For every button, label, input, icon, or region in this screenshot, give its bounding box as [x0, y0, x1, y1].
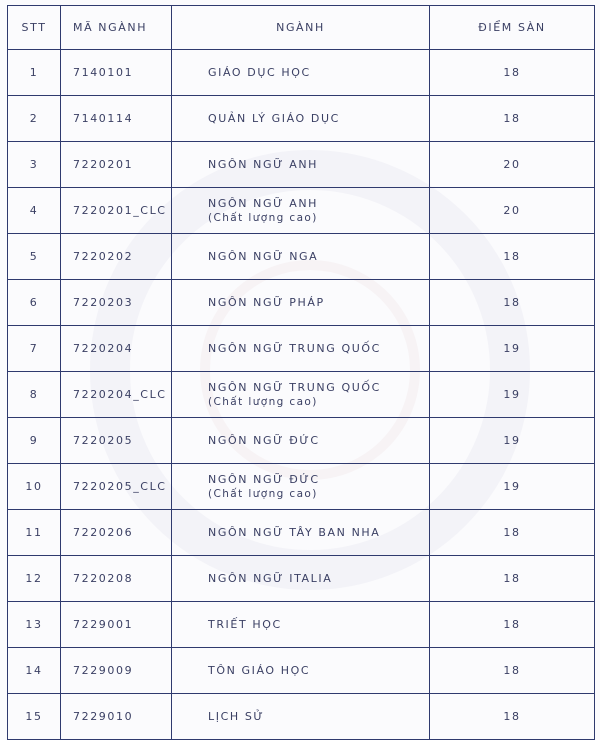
cell-code: 7220205: [60, 417, 172, 464]
table-header-row: STT MÃ NGÀNH NGÀNH ĐIỂM SÀN: [7, 5, 595, 50]
cell-stt: 8: [7, 371, 61, 418]
cell-stt: 7: [7, 325, 61, 372]
cell-score: 18: [429, 279, 595, 326]
cell-stt: 15: [7, 693, 61, 740]
table-row: 14 7229009 TÔN GIÁO HỌC 18: [7, 647, 595, 694]
cell-score: 18: [429, 233, 595, 280]
table-row: 1 7140101 GIÁO DỤC HỌC 18: [7, 49, 595, 96]
cell-major: NGÔN NGỮ TRUNG QUỐC: [171, 325, 430, 372]
cell-stt: 12: [7, 555, 61, 602]
table-row: 4 7220201_CLC NGÔN NGỮ ANH (Chất lượng cao)…: [7, 187, 595, 234]
cell-score: 18: [429, 95, 595, 142]
cell-score: 18: [429, 555, 595, 602]
major-note: (Chất lượng cao): [208, 396, 318, 408]
table-row: 2 7140114 QUẢN LÝ GIÁO DỤC 18: [7, 95, 595, 142]
cell-score: 19: [429, 325, 595, 372]
cell-stt: 6: [7, 279, 61, 326]
cell-major: TÔN GIÁO HỌC: [171, 647, 430, 694]
cell-major: NGÔN NGỮ ĐỨC (Chất lượng cao): [171, 463, 430, 510]
table-row: 7 7220204 NGÔN NGỮ TRUNG QUỐC 19: [7, 325, 595, 372]
cell-stt: 5: [7, 233, 61, 280]
cell-stt: 4: [7, 187, 61, 234]
table-row: 11 7220206 NGÔN NGỮ TÂY BAN NHA 18: [7, 509, 595, 556]
cell-score: 18: [429, 509, 595, 556]
header-major: NGÀNH: [171, 5, 430, 50]
table-row: 8 7220204_CLC NGÔN NGỮ TRUNG QUỐC (Chất lượ…: [7, 371, 595, 418]
cell-major: NGÔN NGỮ ANH (Chất lượng cao): [171, 187, 430, 234]
cell-score: 19: [429, 463, 595, 510]
cell-code: 7229009: [60, 647, 172, 694]
cell-code: 7140114: [60, 95, 172, 142]
cell-stt: 14: [7, 647, 61, 694]
major-name: NGÔN NGỮ ĐỨC: [208, 473, 320, 486]
table-row: 15 7229010 LỊCH SỬ 18: [7, 693, 595, 740]
cell-major: QUẢN LÝ GIÁO DỤC: [171, 95, 430, 142]
cell-major: LỊCH SỬ: [171, 693, 430, 740]
cell-code: 7220206: [60, 509, 172, 556]
major-name: NGÔN NGỮ ITALIA: [208, 572, 333, 585]
cell-stt: 13: [7, 601, 61, 648]
cell-major: NGÔN NGỮ TÂY BAN NHA: [171, 509, 430, 556]
cell-score: 18: [429, 693, 595, 740]
cell-major: GIÁO DỤC HỌC: [171, 49, 430, 96]
cell-score: 20: [429, 187, 595, 234]
cell-major: NGÔN NGỮ ĐỨC: [171, 417, 430, 464]
table-row: 13 7229001 TRIẾT HỌC 18: [7, 601, 595, 648]
major-name: NGÔN NGỮ ANH: [208, 197, 319, 210]
table-row: 3 7220201 NGÔN NGỮ ANH 20: [7, 141, 595, 188]
cell-stt: 2: [7, 95, 61, 142]
major-name: NGÔN NGỮ PHÁP: [208, 296, 325, 309]
cell-score: 20: [429, 141, 595, 188]
major-name: LỊCH SỬ: [208, 710, 265, 723]
cell-stt: 3: [7, 141, 61, 188]
cell-major: NGÔN NGỮ TRUNG QUỐC (Chất lượng cao): [171, 371, 430, 418]
cell-code: 7220208: [60, 555, 172, 602]
major-name: GIÁO DỤC HỌC: [208, 66, 311, 79]
cell-code: 7220205_CLC: [60, 463, 172, 510]
cell-code: 7220201_CLC: [60, 187, 172, 234]
major-note: (Chất lượng cao): [208, 212, 318, 224]
header-score: ĐIỂM SÀN: [429, 5, 595, 50]
cell-code: 7220203: [60, 279, 172, 326]
table-row: 10 7220205_CLC NGÔN NGỮ ĐỨC (Chất lượng cao…: [7, 463, 595, 510]
cell-stt: 11: [7, 509, 61, 556]
cell-code: 7229010: [60, 693, 172, 740]
table-row: 9 7220205 NGÔN NGỮ ĐỨC 19: [7, 417, 595, 464]
cell-stt: 10: [7, 463, 61, 510]
cell-code: 7140101: [60, 49, 172, 96]
cell-code: 7220201: [60, 141, 172, 188]
major-name: NGÔN NGỮ TRUNG QUỐC: [208, 381, 381, 394]
cell-score: 18: [429, 601, 595, 648]
header-stt: STT: [7, 5, 61, 50]
cell-major: NGÔN NGỮ ITALIA: [171, 555, 430, 602]
major-name: NGÔN NGỮ ĐỨC: [208, 434, 320, 447]
cell-code: 7220204: [60, 325, 172, 372]
major-name: NGÔN NGỮ TRUNG QUỐC: [208, 342, 381, 355]
cell-code: 7220204_CLC: [60, 371, 172, 418]
cell-major: NGÔN NGỮ ANH: [171, 141, 430, 188]
cell-score: 19: [429, 371, 595, 418]
cell-score: 19: [429, 417, 595, 464]
table-row: 5 7220202 NGÔN NGỮ NGA 18: [7, 233, 595, 280]
cell-code: 7220202: [60, 233, 172, 280]
major-note: (Chất lượng cao): [208, 488, 318, 500]
admission-score-table: STT MÃ NGÀNH NGÀNH ĐIỂM SÀN 1 7140101 GIÁO…: [7, 5, 595, 740]
table-row: 12 7220208 NGÔN NGỮ ITALIA 18: [7, 555, 595, 602]
major-name: QUẢN LÝ GIÁO DỤC: [208, 112, 340, 125]
header-code: MÃ NGÀNH: [60, 5, 172, 50]
major-name: NGÔN NGỮ ANH: [208, 158, 319, 171]
cell-major: NGÔN NGỮ NGA: [171, 233, 430, 280]
cell-code: 7229001: [60, 601, 172, 648]
major-name: TRIẾT HỌC: [208, 618, 282, 631]
cell-score: 18: [429, 647, 595, 694]
major-name: NGÔN NGỮ NGA: [208, 250, 319, 263]
cell-stt: 9: [7, 417, 61, 464]
cell-major: TRIẾT HỌC: [171, 601, 430, 648]
major-name: NGÔN NGỮ TÂY BAN NHA: [208, 526, 381, 539]
major-name: TÔN GIÁO HỌC: [208, 664, 311, 677]
cell-score: 18: [429, 49, 595, 96]
table-row: 6 7220203 NGÔN NGỮ PHÁP 18: [7, 279, 595, 326]
cell-stt: 1: [7, 49, 61, 96]
cell-major: NGÔN NGỮ PHÁP: [171, 279, 430, 326]
